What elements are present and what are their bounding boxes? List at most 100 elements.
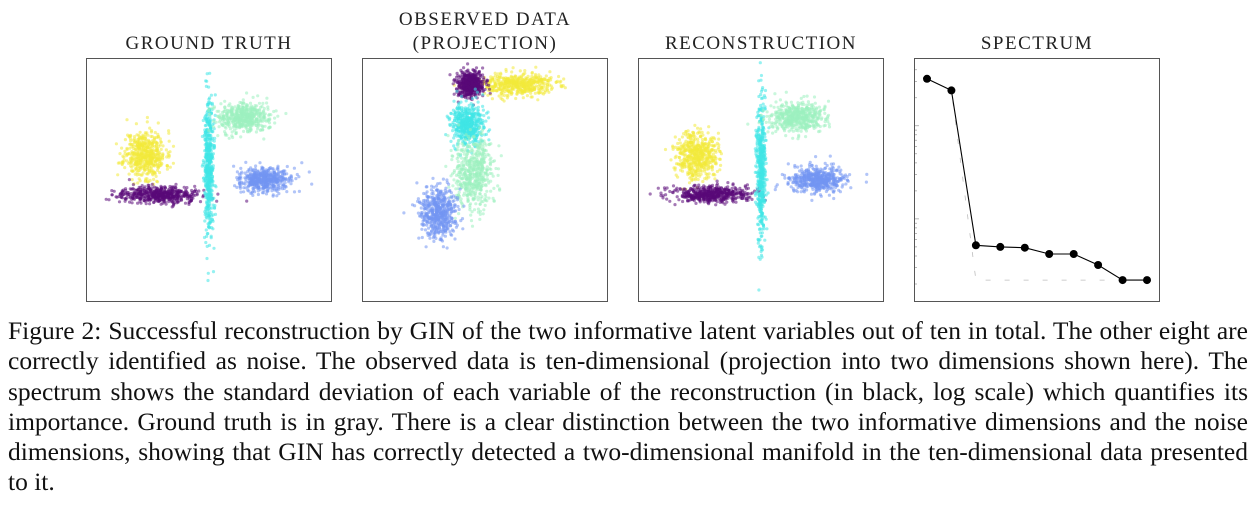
scatter-point [456, 74, 460, 78]
scatter-point [213, 184, 217, 188]
scatter-point [204, 79, 208, 83]
scatter-point [487, 116, 491, 120]
scatter-point [451, 129, 455, 133]
scatter-point [472, 116, 476, 121]
scatter-point [450, 216, 454, 220]
scatter-point [137, 185, 141, 189]
scatter-point [267, 167, 271, 171]
scatter-point [187, 200, 191, 204]
scatter-point [521, 72, 525, 76]
scatter-point [425, 194, 429, 198]
scatter-point [228, 102, 232, 106]
scatter-point [474, 66, 479, 70]
scatter-point [463, 72, 467, 76]
scatter-point [158, 137, 162, 141]
scatter-point [462, 152, 467, 156]
scatter-point [114, 142, 118, 146]
scatter-point [494, 82, 498, 86]
scatter-point [456, 152, 460, 156]
scatter-point [141, 156, 145, 160]
scatter-point [510, 70, 514, 74]
scatter-point [470, 105, 474, 109]
scatter-point [144, 202, 148, 206]
scatter-point [465, 113, 470, 117]
scatter-point [132, 190, 136, 194]
scatter-point [497, 86, 501, 90]
scatter-point [449, 111, 453, 116]
scatter-point [205, 72, 209, 76]
scatter-point [143, 199, 147, 203]
scatter-point [248, 124, 252, 128]
scatter-point [469, 192, 473, 196]
scatter-point [248, 101, 253, 105]
scatter-point [147, 168, 152, 172]
scatter-point [445, 246, 449, 250]
scatter-point [468, 170, 473, 174]
scatter-point [210, 206, 214, 210]
scatter-point [525, 82, 529, 86]
scatter-point [524, 78, 528, 82]
scatter-point [266, 105, 270, 109]
scatter-point [114, 195, 118, 199]
scatter-point [254, 178, 258, 182]
scatter-point [492, 85, 496, 89]
scatter-point [441, 245, 445, 249]
scatter-point [455, 223, 459, 227]
scatter-point [489, 189, 493, 193]
scatter-point [133, 172, 137, 176]
scatter-point [211, 179, 215, 183]
scatter-point [455, 134, 459, 138]
scatter-point [467, 85, 471, 89]
scatter-point [263, 124, 267, 128]
scatter-point [270, 183, 274, 187]
scatter-point [178, 189, 182, 193]
scatter-point [140, 193, 144, 197]
scatter-point [519, 80, 523, 84]
scatter-point [203, 168, 207, 172]
scatter-point [416, 197, 420, 201]
title-spectrum: SPECTRUM [980, 33, 1094, 54]
scatter-point [254, 123, 259, 128]
scatter-point [505, 96, 509, 100]
scatter-point [474, 129, 478, 133]
scatter-point [209, 234, 213, 238]
scatter-point [496, 184, 500, 188]
scatter-point [446, 196, 451, 200]
scatter-point [558, 80, 562, 84]
scatter-point [502, 99, 506, 103]
scatter-point [161, 144, 165, 148]
scatter-point [460, 156, 464, 160]
scatter-point [201, 159, 205, 163]
scatter-point [132, 135, 137, 139]
scatter-point [465, 163, 470, 167]
scatter-point [474, 192, 478, 196]
scatter-point [167, 139, 171, 143]
scatter-point [476, 140, 480, 144]
scatter-point [475, 111, 479, 115]
scatter-point [139, 153, 143, 157]
scatter-point [158, 170, 162, 175]
scatter-point [146, 191, 150, 195]
scatter-point [133, 194, 137, 198]
scatter-point [463, 138, 467, 142]
scatter-point [477, 163, 481, 167]
scatter-point [148, 178, 152, 182]
scatter-point [239, 122, 243, 126]
scatter-point [221, 118, 225, 122]
scatter-point [450, 154, 454, 158]
scatter-point [450, 158, 454, 162]
scatter-point [208, 162, 212, 166]
scatter-point [522, 89, 526, 93]
scatter-point [204, 240, 208, 245]
scatter-point [469, 90, 473, 94]
scatter-point [424, 245, 428, 249]
scatter-point [464, 81, 468, 85]
scatter-point [171, 161, 175, 165]
cluster-purple [104, 178, 249, 209]
scatter-point [482, 208, 486, 212]
scatter-point [543, 89, 547, 93]
scatter-point [455, 166, 459, 171]
scatter-point [229, 105, 233, 109]
scatter-point [206, 166, 210, 170]
scatter-point [478, 147, 482, 151]
